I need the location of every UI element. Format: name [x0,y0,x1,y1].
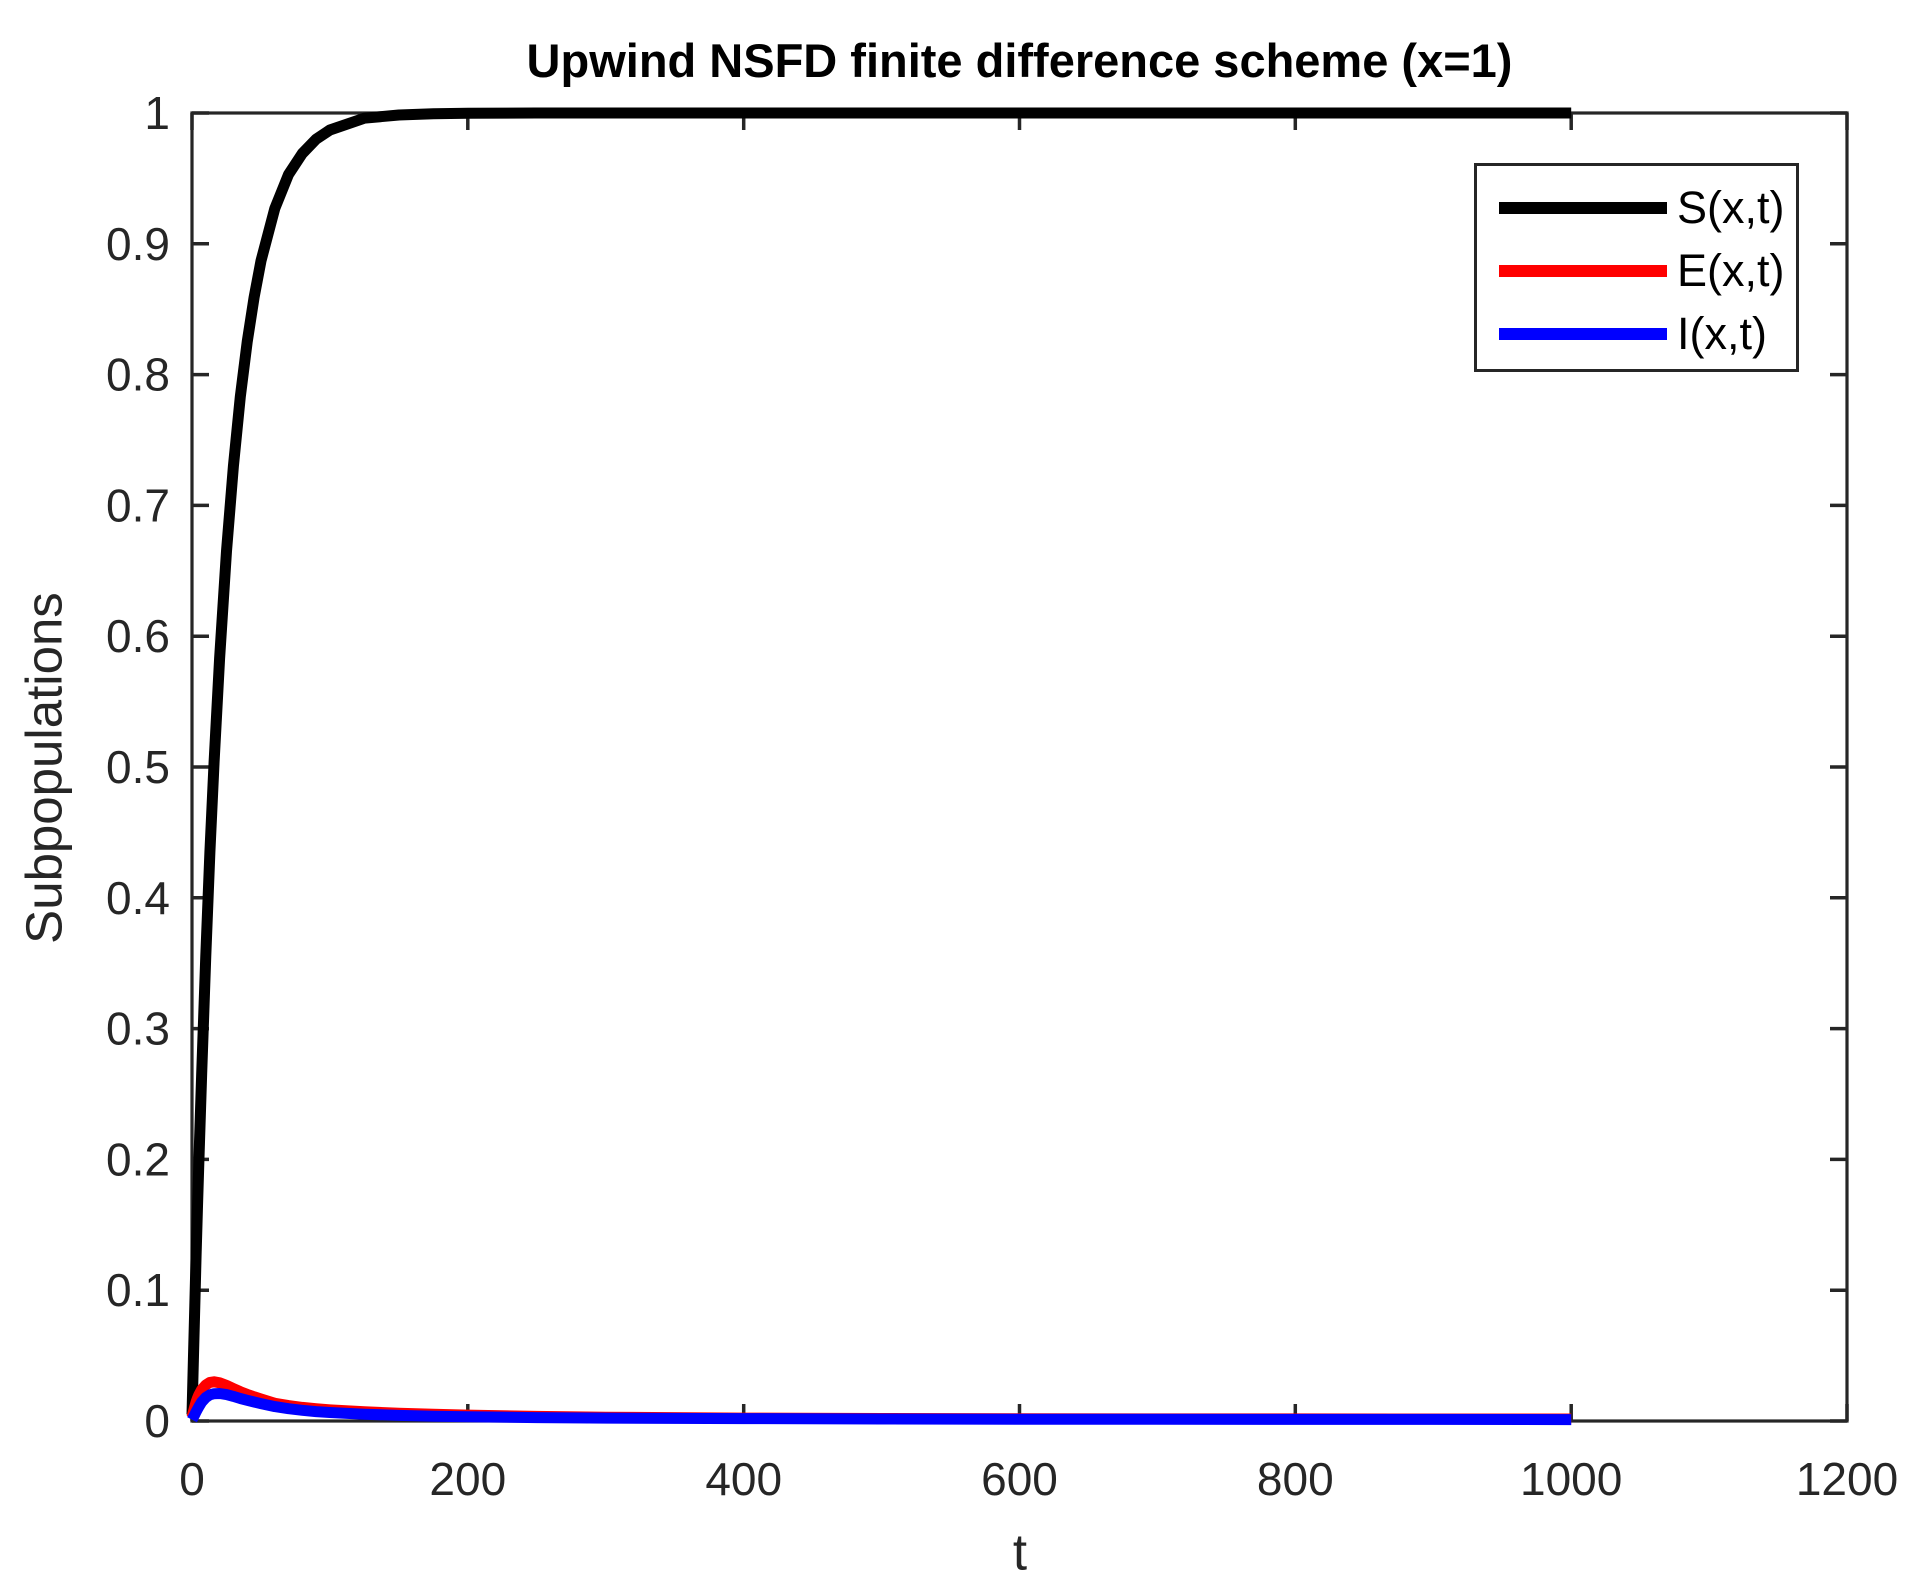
legend-item-2: I(x,t) [1499,302,1796,365]
x-tick-label: 600 [981,1453,1058,1505]
legend: S(x,t) E(x,t) I(x,t) [1474,163,1799,372]
legend-label: E(x,t) [1677,245,1785,296]
series-line-0 [186,107,1572,1415]
x-tick-label: 800 [1257,1453,1334,1505]
y-tick-label: 0.7 [106,479,170,531]
legend-item-0: S(x,t) [1499,176,1796,239]
x-tick-label: 400 [705,1453,782,1505]
legend-line-sample [1499,327,1667,340]
legend-line-sample [1499,201,1667,214]
x-axis-label: t [1012,1523,1028,1581]
x-tick-label: 1000 [1520,1453,1622,1505]
chart-title: Upwind NSFD finite difference scheme (x=… [526,34,1513,87]
x-tick-label: 1200 [1796,1453,1898,1505]
y-tick-label: 0.6 [106,610,170,662]
y-tick-label: 1 [144,87,170,139]
y-tick-label: 0.3 [106,1003,170,1055]
y-tick-label: 0.9 [106,218,170,270]
legend-item-1: E(x,t) [1499,239,1796,302]
series-line-2 [187,1388,1572,1426]
legend-label: I(x,t) [1677,308,1767,359]
x-tick-label: 0 [179,1453,205,1505]
y-tick-label: 0.1 [106,1264,170,1316]
y-axis-label: Subpopulations [15,592,73,944]
y-tick-label: 0.5 [106,741,170,793]
x-tick-label: 200 [429,1453,506,1505]
legend-line-sample [1499,264,1667,277]
y-tick-label: 0.4 [106,872,170,924]
y-tick-label: 0.8 [106,349,170,401]
y-tick-label: 0.2 [106,1133,170,1185]
y-tick-label: 0 [144,1395,170,1447]
legend-label: S(x,t) [1677,182,1785,233]
